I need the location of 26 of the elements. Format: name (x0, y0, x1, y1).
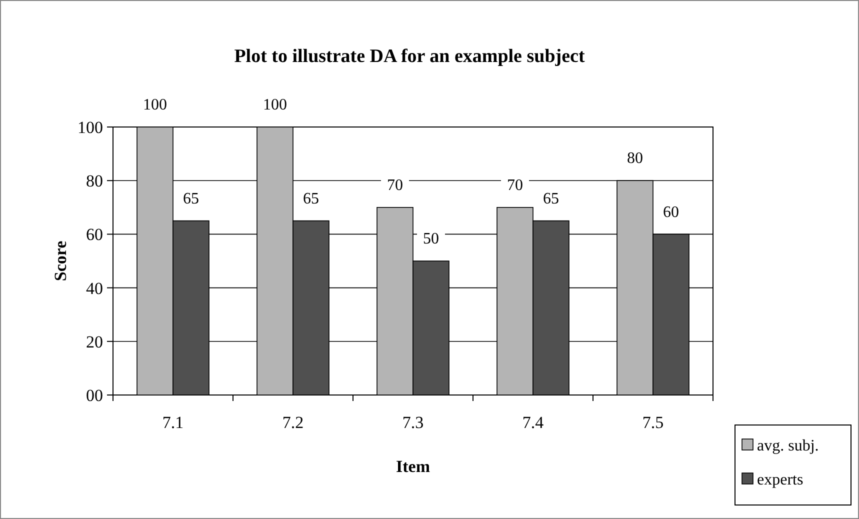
data-label: 80 (627, 150, 643, 168)
data-label: 65 (183, 190, 199, 208)
data-label: 70 (387, 177, 403, 194)
x-tick-label: 7.2 (282, 413, 304, 432)
x-tick-label: 7.1 (162, 413, 184, 432)
legend-label: experts (757, 472, 804, 489)
legend-label: avg. subj. (757, 438, 819, 455)
y-tick-label: 80 (86, 172, 103, 191)
y-tick-label: 40 (86, 278, 103, 298)
x-tick-label: 7.5 (642, 413, 664, 432)
data-label: 70 (507, 177, 523, 194)
data-label: 50 (423, 230, 439, 248)
y-tick-label: 100 (78, 118, 103, 137)
y-tick-label: 00 (86, 386, 103, 405)
data-label: 60 (663, 204, 679, 221)
data-label: 100 (143, 96, 167, 114)
data-label: 65 (303, 190, 319, 208)
x-tick-label: 7.4 (522, 413, 544, 432)
y-tick-label: 60 (86, 225, 103, 244)
data-label: 100 (263, 96, 287, 114)
chart-title: Plot to illustrate DA for an example subject (234, 46, 586, 67)
data-label: 65 (543, 190, 559, 208)
x-axis-title: Item (396, 457, 430, 476)
x-tick-label: 7.3 (402, 413, 424, 432)
y-tick-label: 20 (86, 332, 103, 352)
y-axis-title: Score (51, 240, 70, 282)
